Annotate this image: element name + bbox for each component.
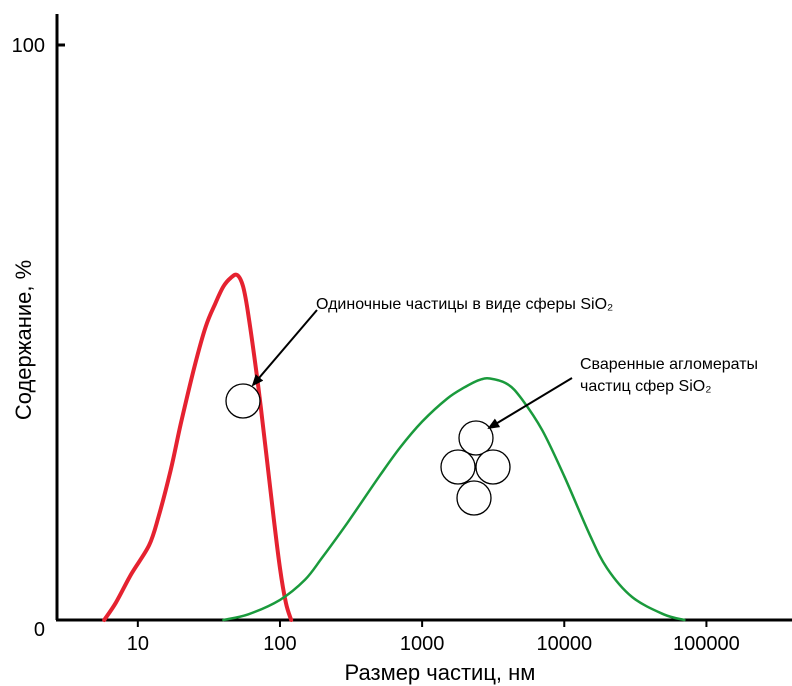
x-axis-label: Размер частиц, нм <box>345 660 536 685</box>
annotation-agglomerates-line1: Сваренные агломераты <box>580 356 758 373</box>
series-layer <box>102 272 686 622</box>
agglomerate-cluster-icon <box>440 420 511 516</box>
x-tick-label: 100000 <box>673 633 740 655</box>
x-tick-label: 10 <box>127 633 149 655</box>
x-tick-label: 1000 <box>400 633 445 655</box>
annotation-single-particles: Одиночные частицы в виде сферы SiO₂ <box>316 296 613 313</box>
y-tick-label: 100 <box>12 35 45 57</box>
annotation-arrow-agglomerates <box>487 377 573 430</box>
x-tick-label: 10000 <box>536 633 592 655</box>
x-tick-label: 100 <box>263 633 296 655</box>
y-tick-label: 0 <box>34 619 45 641</box>
x-ticks: 10 100 1000 10000 100000 <box>127 620 740 655</box>
annotation-agglomerates-line2: частиц сфер SiO₂ <box>580 378 711 395</box>
series-line-agglomerates <box>222 377 686 622</box>
y-ticks: 0 100 <box>12 35 65 641</box>
single-sphere-icon <box>225 383 261 419</box>
y-axis-label: Содержание, % <box>11 260 36 420</box>
series-line-single-particles <box>102 272 294 622</box>
annotation-arrow-single <box>251 309 318 387</box>
